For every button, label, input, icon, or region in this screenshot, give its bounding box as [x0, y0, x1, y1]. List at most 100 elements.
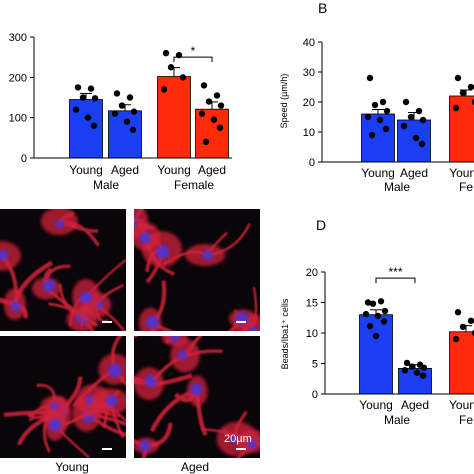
- chart-b-data-point: [376, 116, 384, 124]
- chart-a-data-point: [130, 108, 138, 115]
- chart-a-category-label: Young: [157, 163, 191, 177]
- chart-d-y-tick-label: 10: [306, 328, 318, 340]
- chart-a-data-point: [205, 98, 213, 105]
- chart-d-data-point: [380, 318, 388, 325]
- chart-a-data-point: [198, 110, 206, 117]
- micrograph-young-top-nucleus: [0, 249, 9, 261]
- chart-d-bars: [359, 314, 474, 395]
- micrograph-young-bottom-nucleus: [48, 418, 62, 432]
- chart-d-significance: ***: [375, 265, 416, 284]
- chart-a-data-point: [179, 74, 187, 81]
- chart-d-y-tick-label: 5: [312, 359, 318, 371]
- chart-d-data-point: [452, 335, 460, 343]
- chart-a-data-point: [200, 82, 208, 89]
- chart-d-group-label: Male: [384, 413, 410, 427]
- micrograph-aged-bottom-nucleus: [247, 439, 257, 449]
- micrograph-aged-bottom-nucleus: [230, 434, 239, 444]
- chart-a-data-point: [216, 124, 224, 131]
- chart-d-data-point: [381, 307, 389, 315]
- chart-d-data-point: [471, 329, 474, 337]
- chart-a-y-tick-label: 200: [9, 72, 27, 84]
- chart-d-labels: Young Aged Youn Male Fe: [359, 398, 474, 427]
- chart-a-data-point: [72, 106, 80, 113]
- chart-d-data-point: [413, 369, 421, 376]
- chart-d-data-point: [408, 363, 416, 370]
- chart-b-category-label: Young: [449, 166, 474, 180]
- chart-d-category-label: Aged: [401, 398, 429, 412]
- micrograph-aged-top-nucleus: [248, 325, 258, 331]
- chart-d-y-tick-label: 20: [306, 267, 318, 279]
- micrograph-aged-top-cells: [134, 209, 260, 331]
- chart-b-y-axis-title: Speed (µm/h): [279, 74, 289, 129]
- chart-a-category-label: Aged: [111, 163, 139, 177]
- chart-a-data-point: [74, 84, 82, 91]
- scale-bars: [102, 321, 246, 450]
- chart-b-data-point: [454, 74, 462, 82]
- chart-a-data-point: [210, 116, 218, 123]
- micrograph-young-top-nucleus: [79, 291, 92, 304]
- chart-a-data-point: [217, 102, 225, 109]
- chart-b-data-point: [400, 122, 408, 130]
- micrograph-young-bottom-nucleus: [50, 402, 59, 411]
- chart-d-significance-bracket: [375, 277, 416, 284]
- chart-b-data-point: [368, 131, 376, 139]
- chart-a-data-point: [87, 85, 95, 92]
- chart-d: D Beads/Iba1⁺ cells 0 5 10 15 20 *** Young A…: [280, 217, 474, 427]
- chart-b-data-point: [366, 74, 374, 82]
- chart-d-data-point: [419, 372, 427, 379]
- chart-b-data-point: [452, 104, 460, 112]
- chart-b-data-point: [364, 113, 372, 121]
- chart-a-data-point: [126, 94, 134, 101]
- micrograph-young-top-soma: [0, 240, 22, 271]
- chart-d-group-label-cut: Fe: [459, 413, 473, 427]
- chart-a-category-label: Aged: [198, 163, 226, 177]
- chart-a-data-point: [84, 114, 92, 121]
- chart-d-data-point: [454, 309, 462, 316]
- micrograph-aged-top-nucleus: [202, 250, 213, 261]
- chart-b-category-label: Young: [361, 166, 395, 180]
- micrograph-young-bottom-cells: [3, 336, 126, 458]
- chart-d-data-point: [459, 323, 467, 331]
- chart-b-data-point: [379, 98, 387, 106]
- chart-d-y-tick-label: 15: [306, 298, 318, 310]
- chart-d-significance-label: ***: [388, 265, 402, 279]
- chart-d-data-point: [374, 312, 382, 320]
- micrograph-young-bottom: [0, 336, 126, 458]
- chart-b: B Speed (µm/h) 0 10 20 30 40 Young Aged Youn…: [279, 0, 474, 194]
- micrograph-aged-top-nucleus: [145, 315, 159, 329]
- chart-b-y-tick-label: 0: [309, 157, 315, 169]
- chart-d-points: [362, 298, 474, 379]
- chart-a-labels: Young Aged Young Aged Male Female: [69, 163, 226, 192]
- chart-b-data-point: [459, 89, 467, 97]
- chart-d-y-tick-label: 0: [312, 389, 318, 401]
- chart-b-data-point: [407, 113, 415, 121]
- micrograph-young-bottom-nucleus: [105, 395, 118, 407]
- chart-a-data-point: [113, 90, 121, 97]
- chart-d-data-point: [369, 300, 377, 307]
- chart-b-category-label: Aged: [400, 166, 428, 180]
- chart-a-data-point: [160, 86, 168, 93]
- chart-a-group-label: Male: [93, 178, 119, 192]
- chart-b-y-tick-label: 10: [303, 127, 315, 139]
- chart-d-data-point: [377, 298, 385, 305]
- chart-a-bar: [108, 110, 142, 159]
- chart-a-y-tick-label: 0: [21, 153, 27, 165]
- chart-d-category-label: Youn: [449, 398, 474, 412]
- micrograph-young-top-nucleus: [42, 279, 56, 293]
- chart-b-group-label-cut: Fe: [459, 180, 473, 194]
- chart-a-data-point: [118, 102, 126, 109]
- chart-a-data-point: [202, 138, 210, 146]
- chart-d-data-point: [420, 364, 428, 371]
- chart-d-data-point: [467, 317, 474, 324]
- chart-b-data-point: [412, 134, 420, 142]
- chart-d-y-axis-title: Beads/Iba1⁺ cells: [280, 298, 290, 369]
- chart-b-data-point: [419, 116, 427, 124]
- micrograph-young-top: [0, 209, 126, 331]
- panel-letter-d: D: [316, 217, 326, 233]
- chart-d-data-point: [401, 367, 409, 374]
- panel-letter-b: B: [318, 0, 327, 16]
- chart-a-data-point: [213, 92, 221, 99]
- chart-a-category-label: Young: [69, 163, 103, 177]
- micrograph-aged-bottom-cells: [134, 336, 260, 458]
- chart-d-data-point: [372, 332, 380, 340]
